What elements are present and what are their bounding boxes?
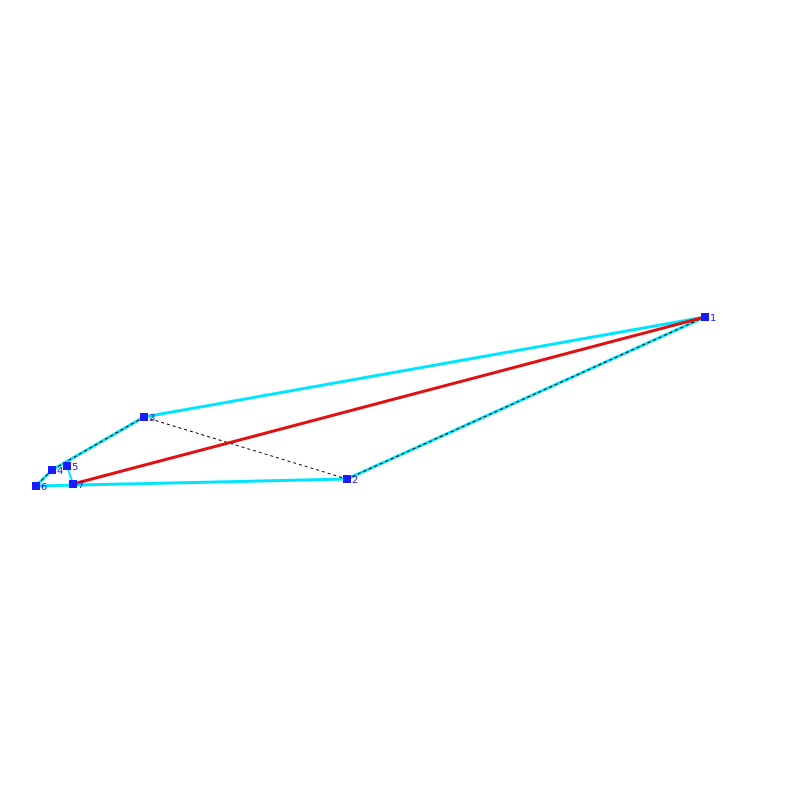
node-label: 3 [149, 413, 155, 424]
node-label: 5 [72, 462, 78, 473]
node-label: 4 [57, 466, 63, 477]
node-label: 7 [78, 480, 84, 491]
node [69, 480, 77, 488]
edge-dashed [143, 416, 348, 480]
edge [51, 415, 145, 472]
edge [35, 477, 348, 488]
edge [346, 315, 706, 481]
node [140, 413, 148, 421]
edge-highlight [72, 315, 706, 486]
nodes: 1 2 3 4 5 6 7 [32, 313, 716, 493]
edges [34, 315, 706, 488]
node-label: 2 [352, 475, 358, 486]
node [48, 466, 56, 474]
node [343, 475, 351, 483]
node-label: 6 [41, 482, 47, 493]
node [32, 482, 40, 490]
node [63, 462, 71, 470]
edge [143, 315, 706, 419]
node-label: 1 [710, 313, 716, 324]
node [701, 313, 709, 321]
